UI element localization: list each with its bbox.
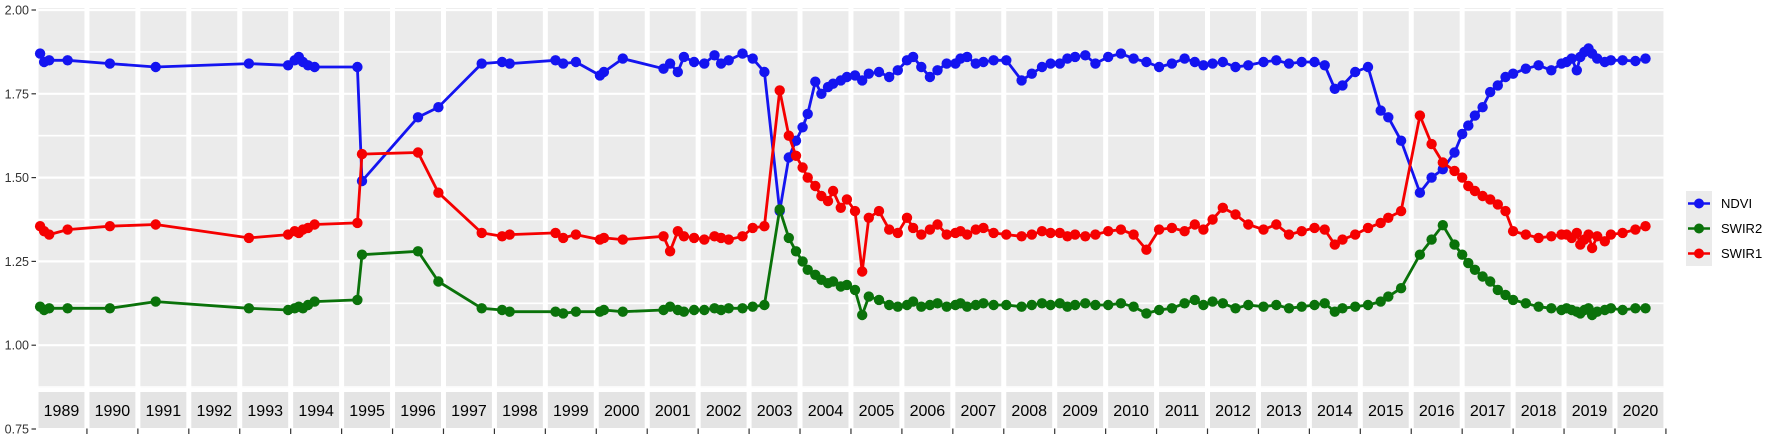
legend-label-swir1: SWIR1 bbox=[1721, 246, 1763, 261]
line-point-icon bbox=[1688, 198, 1710, 209]
x-year-label: 2008 bbox=[1011, 403, 1047, 420]
legend-entry-swir1: SWIR1 bbox=[1686, 241, 1762, 266]
x-year-label: 2019 bbox=[1572, 403, 1608, 420]
x-year-label: 2009 bbox=[1062, 403, 1098, 420]
y-tick-label: 1.25 bbox=[5, 255, 29, 269]
x-year-label: 2002 bbox=[706, 403, 742, 420]
panel-background bbox=[38, 8, 1664, 388]
chart-legend: NDVI SWIR2 SWIR1 bbox=[1686, 191, 1762, 266]
x-year-label: 2003 bbox=[757, 403, 793, 420]
x-year-label: 1990 bbox=[95, 403, 131, 420]
x-year-label: 2010 bbox=[1113, 403, 1149, 420]
legend-key-swir1-icon bbox=[1686, 241, 1712, 266]
x-year-label: 2018 bbox=[1521, 403, 1557, 420]
x-year-label: 2001 bbox=[655, 403, 691, 420]
y-axis-labels: 2.00 1.75 1.50 1.25 1.00 0.75 bbox=[5, 4, 29, 437]
x-year-label: 2004 bbox=[808, 403, 844, 420]
x-year-label: 1989 bbox=[44, 403, 80, 420]
legend-key-ndvi-icon bbox=[1686, 191, 1712, 216]
series-swir2 bbox=[34, 204, 1651, 321]
x-year-label: 2005 bbox=[859, 403, 895, 420]
x-year-label: 1993 bbox=[247, 403, 283, 420]
x-year-label: 2000 bbox=[604, 403, 640, 420]
y-tick-label: 2.00 bbox=[5, 4, 29, 18]
x-year-label: 2014 bbox=[1317, 403, 1353, 420]
y-tick-label: 1.00 bbox=[5, 339, 29, 353]
legend-label-swir2: SWIR2 bbox=[1721, 221, 1763, 236]
x-year-label: 1999 bbox=[553, 403, 589, 420]
line-point-icon bbox=[1688, 248, 1710, 259]
x-year-label: 2007 bbox=[961, 403, 997, 420]
legend-entry-swir2: SWIR2 bbox=[1686, 216, 1762, 241]
x-year-label: 1991 bbox=[146, 403, 182, 420]
line-point-icon bbox=[1688, 223, 1710, 234]
x-year-label: 2006 bbox=[910, 403, 946, 420]
x-year-label: 2020 bbox=[1623, 403, 1659, 420]
x-year-label: 1992 bbox=[196, 403, 232, 420]
y-tick-label: 1.50 bbox=[5, 171, 29, 185]
x-year-label: 1998 bbox=[502, 403, 538, 420]
x-year-label: 1994 bbox=[298, 403, 334, 420]
x-year-label: 2017 bbox=[1470, 403, 1506, 420]
x-year-label: 1996 bbox=[400, 403, 436, 420]
x-year-label: 2011 bbox=[1165, 403, 1200, 420]
legend-entry-ndvi: NDVI bbox=[1686, 191, 1762, 216]
legend-key-swir2-icon bbox=[1686, 216, 1712, 241]
legend-label-ndvi: NDVI bbox=[1721, 196, 1753, 211]
x-year-label: 2012 bbox=[1215, 403, 1251, 420]
x-year-label: 1997 bbox=[451, 403, 487, 420]
x-year-label: 1995 bbox=[349, 403, 385, 420]
x-year-label: 2013 bbox=[1266, 403, 1302, 420]
facet-year-strips: 1989 1990 1991 1992 1993 1994 1995 1996 1997 1998… bbox=[38, 392, 1664, 428]
x-year-label: 2015 bbox=[1368, 403, 1404, 420]
y-tick-label: 1.75 bbox=[5, 87, 29, 101]
y-tick-label: 0.75 bbox=[5, 423, 29, 437]
series-swir1 bbox=[34, 85, 1651, 277]
x-year-label: 2016 bbox=[1419, 403, 1455, 420]
axis-ticks bbox=[31, 9, 1667, 434]
